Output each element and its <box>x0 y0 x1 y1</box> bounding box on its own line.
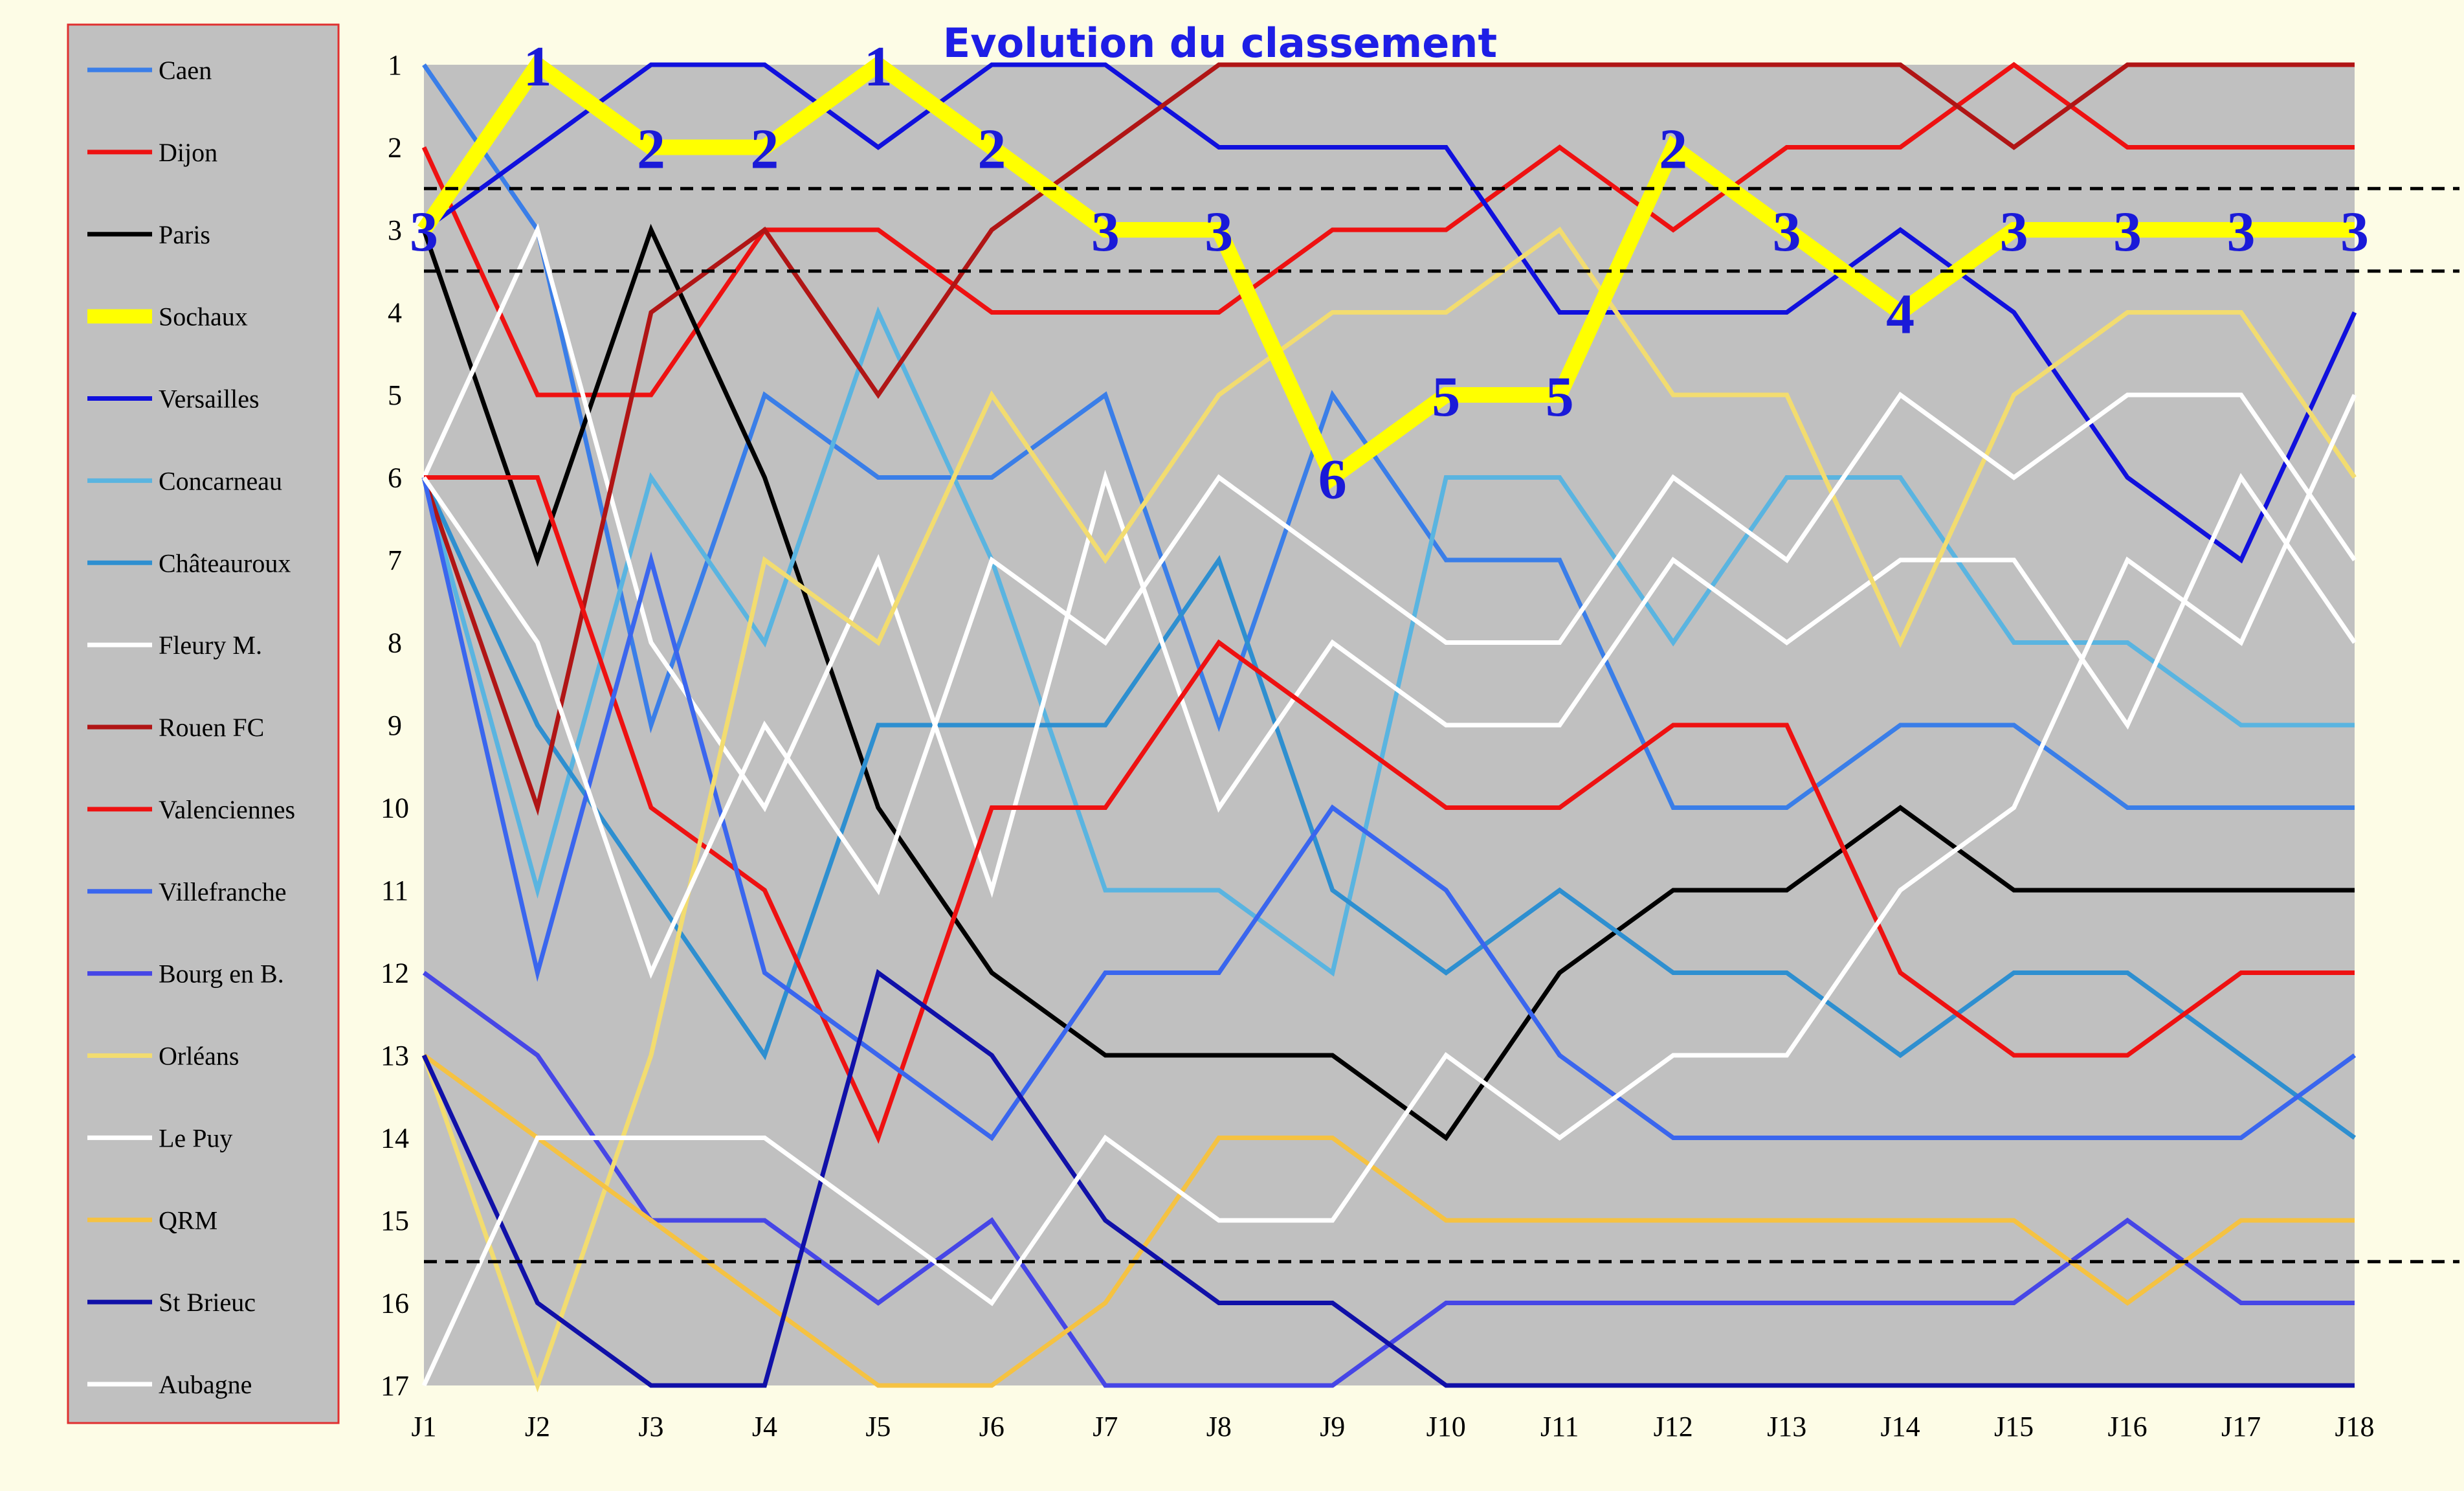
x-tick-label: J12 <box>1654 1411 1693 1442</box>
rank-label: 5 <box>1432 366 1460 429</box>
y-tick-label: 13 <box>381 1040 409 1071</box>
x-tick-label: J13 <box>1767 1411 1806 1442</box>
series-line-valenciennes <box>424 475 2355 1144</box>
x-tick-label: J4 <box>752 1411 777 1442</box>
rank-label: 4 <box>1886 284 1915 346</box>
rank-label: 1 <box>523 36 551 98</box>
series-line-aubagne <box>421 394 2357 1387</box>
series-line-fleury-m <box>421 223 2357 898</box>
series-line-rouen-fc <box>421 62 2355 816</box>
legend-label-le-puy: Le Puy <box>159 1123 232 1152</box>
x-tick-label: J1 <box>411 1411 436 1442</box>
legend-label-paris: Paris <box>159 220 210 249</box>
y-tick-label: 5 <box>388 379 402 411</box>
y-tick-label: 9 <box>388 710 402 741</box>
x-tick-label: J17 <box>2221 1411 2261 1442</box>
legend-label-fleury-m: Fleury M. <box>159 631 262 660</box>
rank-label: 3 <box>2000 201 2028 263</box>
y-tick-label: 4 <box>388 297 402 329</box>
y-tick-label: 11 <box>381 875 408 906</box>
y-tick-label: 3 <box>388 214 402 246</box>
y-tick-label: 14 <box>381 1123 409 1154</box>
legend-box <box>67 23 340 1424</box>
series-line-le-puy <box>422 392 2357 979</box>
series-line-st-brieuc <box>421 969 2355 1388</box>
legend-label-chateauroux: Châteauroux <box>159 548 291 577</box>
rank-label: 2 <box>977 118 1006 181</box>
rank-label: 3 <box>410 201 438 263</box>
x-tick-label: J10 <box>1426 1411 1466 1442</box>
x-tick-label: J7 <box>1093 1411 1118 1442</box>
legend-label-qrm: QRM <box>159 1205 217 1235</box>
rank-label: 3 <box>1204 201 1233 263</box>
x-tick-label: J2 <box>525 1411 550 1442</box>
y-tick-label: 16 <box>381 1288 409 1319</box>
series-line-caen <box>422 63 2355 810</box>
legend-label-concarneau: Concarneau <box>159 466 282 495</box>
rank-label: 3 <box>2113 201 2142 263</box>
rank-label: 2 <box>1659 118 1687 181</box>
y-tick-label: 15 <box>381 1205 409 1237</box>
series-line-orleans <box>421 227 2357 1393</box>
rank-label: 3 <box>1773 201 1801 263</box>
threshold-lines <box>424 186 2459 1264</box>
rank-label: 5 <box>1546 366 1574 429</box>
x-tick-label: J15 <box>1994 1411 2034 1442</box>
x-tick-label: J11 <box>1540 1411 1579 1442</box>
rank-label: 3 <box>1091 201 1120 263</box>
series-line-versailles <box>422 62 2357 564</box>
rank-label: 1 <box>864 36 893 98</box>
x-tick-label: J8 <box>1206 1411 1232 1442</box>
series-line-qrm <box>422 1053 2355 1388</box>
legend-label-st-brieuc: St Brieuc <box>159 1288 256 1317</box>
series-line-villefranche <box>421 476 2357 1141</box>
rank-label: 2 <box>750 118 779 181</box>
y-tick-label: 17 <box>381 1370 409 1402</box>
legend-label-villefranche: Villefranche <box>159 877 286 906</box>
x-tick-label: J16 <box>2107 1411 2147 1442</box>
y-tick-label: 6 <box>388 462 402 494</box>
legend-label-rouen-fc: Rouen FC <box>159 713 264 742</box>
y-tick-label: 10 <box>381 792 409 824</box>
rank-label: 3 <box>2227 201 2256 263</box>
legend-label-aubagne: Aubagne <box>159 1370 252 1399</box>
legend-label-orleans: Orléans <box>159 1042 239 1071</box>
series-line-concarneau <box>421 306 2355 977</box>
series-line-paris <box>421 223 2355 1141</box>
y-tick-label: 2 <box>388 132 402 164</box>
chart-title: Evolution du classement <box>943 19 1497 67</box>
x-axis-ticks: J1 J2 J3 J4 J5 J6 J7 J8 J9 J10 J11 J12 J13 J14 J15 J16 J… <box>411 1411 2374 1442</box>
y-tick-label: 12 <box>381 958 409 989</box>
rank-label: 2 <box>637 118 665 181</box>
rank-label: 6 <box>1318 449 1347 511</box>
series-line-sochaux <box>417 54 2355 489</box>
x-tick-label: J6 <box>979 1411 1004 1442</box>
y-tick-label: 8 <box>388 627 402 659</box>
legend-label-versailles: Versailles <box>159 385 260 414</box>
legend-label-valenciennes: Valenciennes <box>159 795 295 824</box>
x-tick-label: J3 <box>638 1411 663 1442</box>
series-line-chateauroux <box>421 476 2357 1140</box>
y-tick-label: 7 <box>388 544 402 576</box>
x-tick-label: J14 <box>1881 1411 1920 1442</box>
x-tick-label: J18 <box>2335 1411 2374 1442</box>
legend: Caen Dijon Paris Sochaux Versailles Concarnea… <box>87 56 295 1399</box>
highlight-labels: 3 1 2 2 1 2 3 3 6 5 5 2 3 4 3 3 3 3 <box>410 36 2369 511</box>
series-line-dijon <box>421 62 2355 398</box>
legend-label-sochaux: Sochaux <box>159 302 248 331</box>
y-tick-label: 1 <box>388 49 402 81</box>
series-lines <box>417 54 2357 1393</box>
legend-label-bourg-en-b: Bourg en B. <box>159 959 284 989</box>
x-tick-label: J9 <box>1320 1411 1345 1442</box>
x-tick-label: J5 <box>865 1411 891 1442</box>
rank-label: 3 <box>2340 201 2369 263</box>
legend-label-caen: Caen <box>159 56 212 85</box>
legend-label-dijon: Dijon <box>159 138 217 167</box>
